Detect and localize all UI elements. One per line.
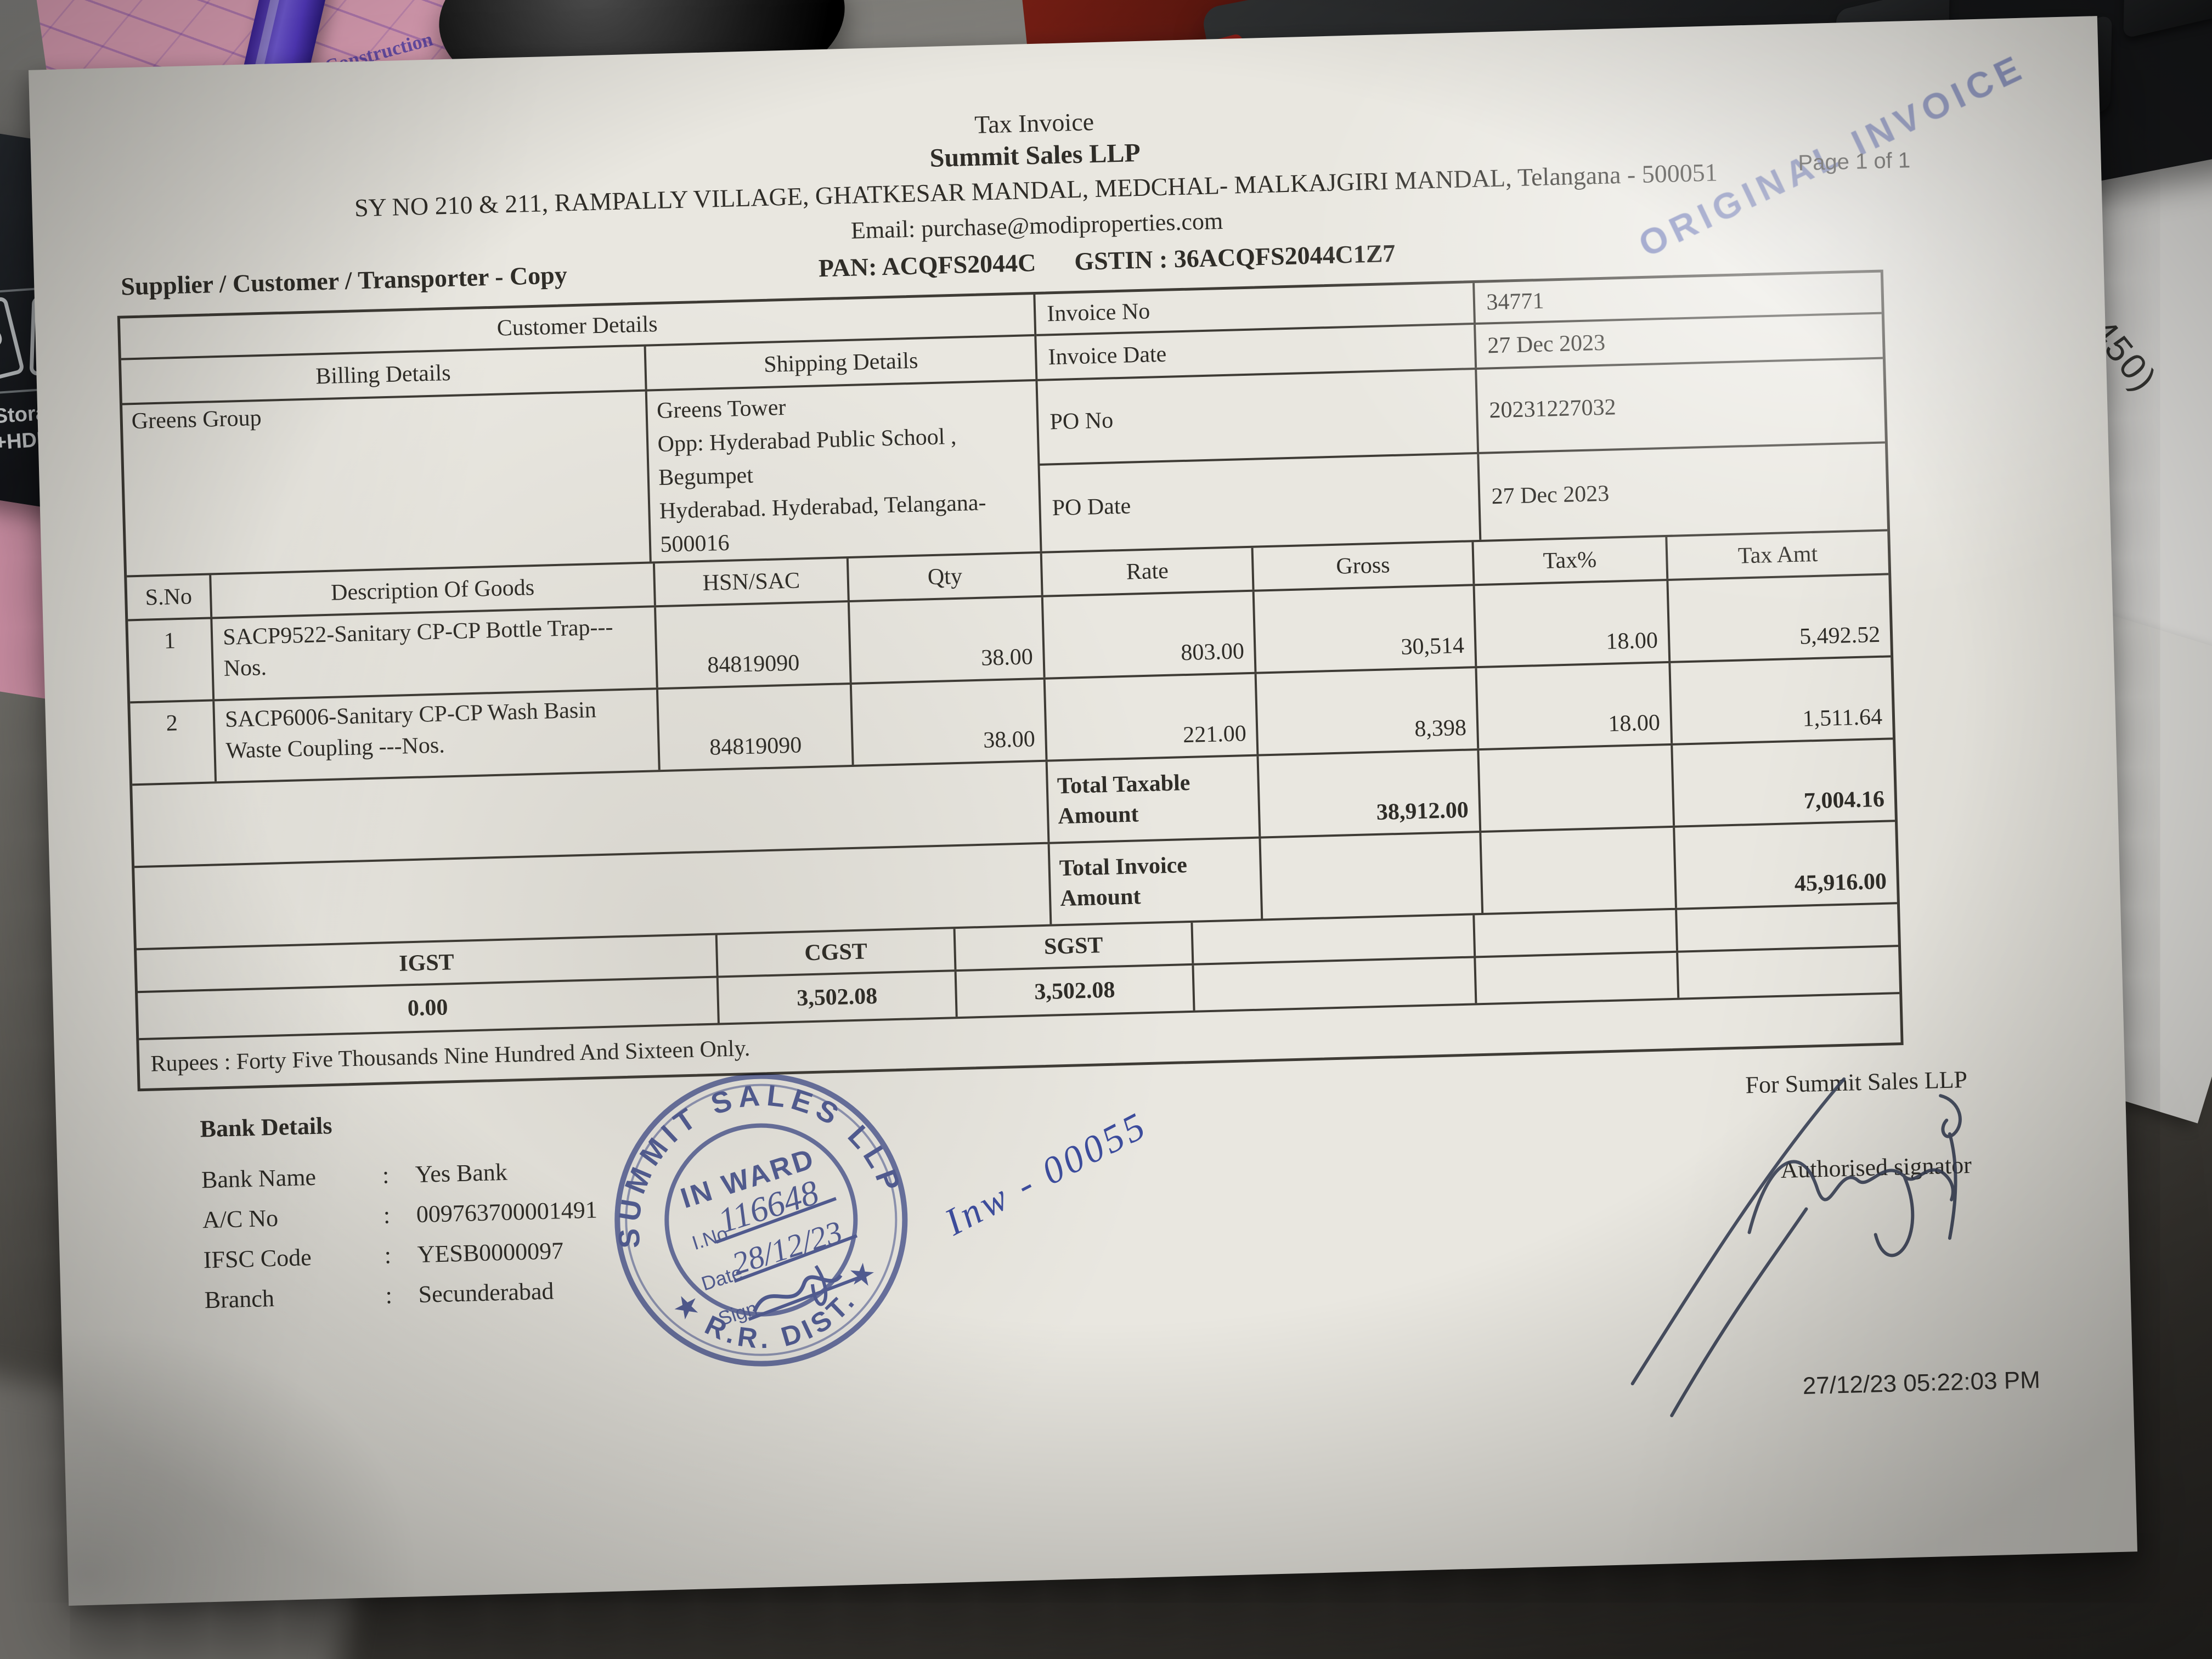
row2-hsn: 84819090 bbox=[658, 684, 854, 770]
invoice-no-value: 34771 bbox=[1486, 288, 1544, 315]
row2-rate: 221.00 bbox=[1045, 674, 1259, 760]
empty-cell bbox=[1261, 833, 1483, 919]
billing-name: Greens Group bbox=[122, 391, 652, 575]
colon: : bbox=[384, 1242, 392, 1269]
header-sno: S.No bbox=[127, 575, 213, 619]
po-no-label: PO No bbox=[1037, 369, 1480, 464]
row1-taxamt: 5,492.52 bbox=[1799, 622, 1881, 650]
header-gross: Gross bbox=[1253, 542, 1475, 590]
total-taxable-taxamt: 7,004.16 bbox=[1803, 786, 1885, 814]
pan-number: PAN: ACQFS2044C bbox=[818, 248, 1037, 283]
party-meta-section: Customer Details Billing Details Shippin… bbox=[120, 272, 1888, 578]
row1-sno: 1 bbox=[128, 619, 215, 702]
total-invoice-amount: 45,916.00 bbox=[1794, 868, 1887, 897]
shipping-line3: Hyderabad. Hyderabad, Telangana- 500016 bbox=[659, 490, 986, 557]
gstin-number: GSTIN : 36ACQFS2044C1Z7 bbox=[1074, 239, 1396, 276]
cgst-value: 3,502.08 bbox=[719, 972, 958, 1023]
handwritten-signature bbox=[1630, 1077, 1962, 1418]
header-taxamt: Tax Amt bbox=[1737, 541, 1818, 569]
invoice-table: Customer Details Billing Details Shippin… bbox=[117, 269, 1904, 1092]
ifsc-value: YESB0000097 bbox=[417, 1237, 564, 1268]
row2-gross: 8,398 bbox=[1256, 668, 1479, 754]
stamp-outer-ring bbox=[614, 1073, 908, 1367]
shipping-line2: Opp: Hyderabad Public School , Begumpet bbox=[657, 424, 957, 490]
pan-gstin-line: PAN: ACQFS2044C GSTIN : 36ACQFS2044C1Z7 bbox=[818, 238, 1434, 283]
account-no-value: 009763700001491 bbox=[416, 1196, 598, 1228]
empty-cell bbox=[1474, 910, 1678, 956]
sgst-value: 3,502.08 bbox=[956, 965, 1195, 1017]
bank-details-block: Bank Details Bank Name : Yes Bank A/C No… bbox=[200, 1104, 600, 1314]
stamp-sign-squiggle bbox=[752, 1274, 843, 1313]
empty-cell bbox=[1677, 904, 1898, 950]
total-taxable-label: Total Taxable Amount bbox=[1047, 756, 1261, 842]
row1-taxpercent: 18.00 bbox=[1475, 580, 1671, 667]
colon: : bbox=[385, 1282, 393, 1309]
empty-cell bbox=[1479, 745, 1675, 831]
row1-description: SACP9522-Sanitary CP-CP Bottle Trap---No… bbox=[212, 607, 658, 699]
stamp-outer-ring2 bbox=[625, 1084, 898, 1356]
header-hsn: HSN/SAC bbox=[654, 558, 850, 606]
row2-sno: 2 bbox=[130, 701, 217, 784]
row1-hsn: 84819090 bbox=[656, 602, 852, 688]
handwritten-note: Inw - 00055 bbox=[938, 1104, 1155, 1244]
bank-name-value: Yes Bank bbox=[415, 1158, 508, 1188]
empty-cell bbox=[1475, 952, 1680, 1003]
header-qty: Qty bbox=[848, 553, 1043, 600]
shipping-address: Greens Tower Opp: Hyderabad Public Schoo… bbox=[647, 381, 1040, 561]
empty-cell bbox=[1678, 947, 1899, 997]
header-rate: Rate bbox=[1042, 548, 1255, 595]
empty-cell bbox=[1481, 827, 1677, 913]
colon: : bbox=[382, 1161, 390, 1189]
total-invoice-label: Total Invoice Amount bbox=[1049, 838, 1263, 924]
sgst-header: SGST bbox=[955, 922, 1194, 970]
cgst-header: CGST bbox=[717, 929, 957, 976]
row1-rate: 803.00 bbox=[1043, 591, 1257, 678]
memory-recall-key: MR bbox=[2123, 0, 2212, 39]
branch-value: Secunderabad bbox=[418, 1277, 554, 1308]
invoice-paper: ORIGINAL INVOICE Tax Invoice Summit Sale… bbox=[28, 16, 2138, 1606]
header-taxpercent: Tax% bbox=[1474, 537, 1668, 584]
bank-details-heading: Bank Details bbox=[199, 1112, 333, 1143]
po-no-value: 20231227032 bbox=[1488, 394, 1617, 424]
branch-label: Branch bbox=[204, 1284, 275, 1314]
colon: : bbox=[383, 1201, 391, 1229]
empty-cell bbox=[1193, 915, 1476, 963]
row1-gross: 30,514 bbox=[1255, 586, 1477, 672]
stamp-inner-ring bbox=[664, 1123, 858, 1317]
po-date-value: 27 Dec 2023 bbox=[1491, 481, 1610, 510]
po-date-label: PO Date bbox=[1040, 454, 1482, 551]
inward-round-stamp: SUMMIT SALES LLP ★ R.R. DIST. ★ IN WARD … bbox=[585, 1052, 909, 1374]
copy-type-label: Supplier / Customer / Transporter - Copy bbox=[120, 261, 568, 301]
bank-name-label: Bank Name bbox=[201, 1163, 317, 1194]
ifsc-label: IFSC Code bbox=[203, 1244, 312, 1274]
page-indicator: Page 1 of 1 bbox=[1797, 148, 1911, 176]
account-no-label: A/C No bbox=[202, 1204, 279, 1234]
row2-taxpercent: 18.00 bbox=[1477, 663, 1673, 749]
row1-qty: 38.00 bbox=[849, 597, 1046, 682]
row2-qty: 38.00 bbox=[851, 679, 1048, 765]
row2-taxamt: 1,511.64 bbox=[1802, 704, 1883, 732]
row2-description: SACP6006-Sanitary CP-CP Wash Basin Waste… bbox=[215, 690, 661, 782]
empty-cell bbox=[1194, 958, 1477, 1011]
hdd-badge-icon: HDD bbox=[0, 295, 25, 392]
total-taxable-gross: 38,912.00 bbox=[1259, 751, 1481, 837]
